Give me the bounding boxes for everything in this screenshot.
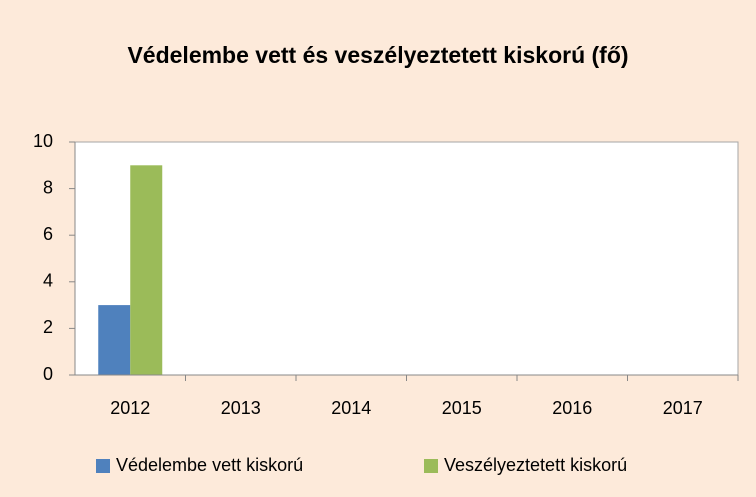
legend-swatch [424, 459, 438, 473]
y-tick-label: 2 [43, 317, 53, 337]
y-tick-label: 0 [43, 364, 53, 384]
y-tick-label: 6 [43, 224, 53, 244]
chart-title: Védelembe vett és veszélyeztetett kiskor… [127, 42, 629, 68]
x-tick-label: 2013 [221, 398, 261, 418]
x-tick-label: 2014 [331, 398, 371, 418]
bar [98, 305, 131, 375]
x-tick-label: 2017 [663, 398, 703, 418]
legend-label: Veszélyeztetett kiskorú [444, 455, 627, 475]
x-tick-label: 2012 [110, 398, 150, 418]
x-tick-label: 2016 [552, 398, 592, 418]
x-tick-label: 2015 [442, 398, 482, 418]
y-tick-label: 8 [43, 177, 53, 197]
bar [130, 165, 163, 375]
y-tick-label: 4 [43, 271, 53, 291]
legend-label: Védelembe vett kiskorú [116, 455, 303, 475]
plot-area [74, 141, 739, 376]
legend-swatch [96, 459, 110, 473]
y-tick-label: 10 [33, 131, 53, 151]
